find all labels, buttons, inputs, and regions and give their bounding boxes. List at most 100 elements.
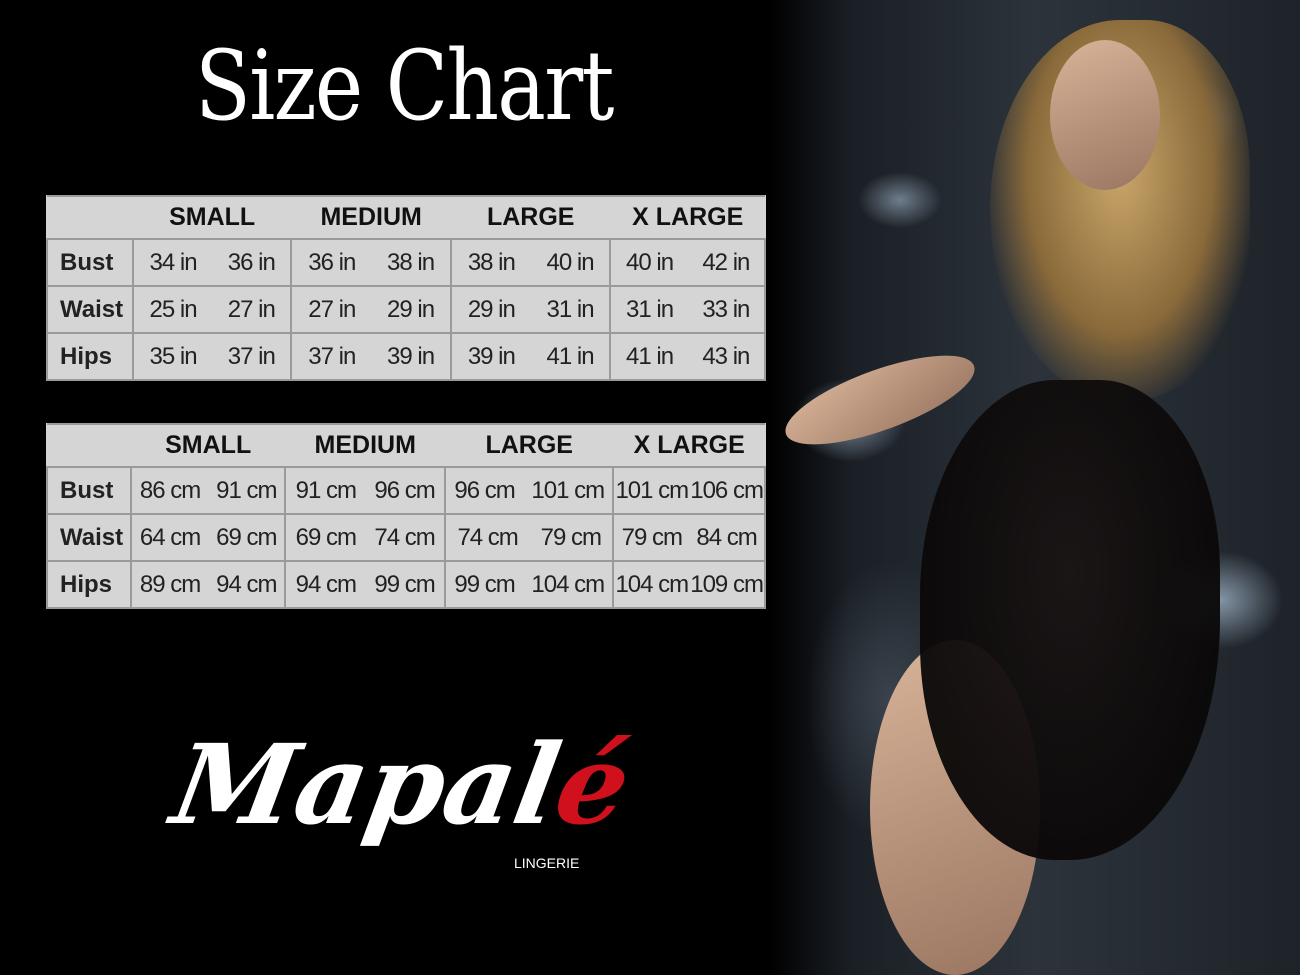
max-value: 94 cm — [216, 570, 277, 598]
size-header: X LARGE — [613, 423, 765, 468]
min-value: 37 in — [308, 342, 356, 370]
measure-label: Hips — [46, 560, 132, 609]
size-cell: 29 in 31 in — [449, 285, 612, 334]
table-row: Hips 35 in 37 in 37 in 39 in 39 in 41 in 41 in 4… — [46, 332, 766, 381]
size-cell: 31 in 33 in — [609, 285, 766, 334]
size-cell: 35 in 37 in — [131, 332, 293, 381]
size-cell: 40 in 42 in — [609, 238, 766, 287]
min-value: 41 in — [626, 342, 674, 370]
max-value: 74 cm — [374, 523, 435, 551]
min-value: 74 cm — [457, 523, 518, 551]
size-cell: 74 cm 79 cm — [444, 513, 615, 562]
min-value: 35 in — [149, 342, 198, 370]
size-cell: 86 cm 91 cm — [129, 466, 287, 515]
max-value: 79 cm — [540, 523, 602, 551]
table-row: Bust 86 cm 91 cm 91 cm 96 cm 96 cm 101 cm 101 c… — [46, 466, 766, 515]
min-value: 86 cm — [139, 476, 201, 504]
measure-label: Waist — [46, 513, 132, 562]
max-value: 109 cm — [690, 570, 764, 598]
max-value: 41 in — [546, 342, 595, 370]
max-value: 38 in — [387, 248, 435, 276]
max-value: 29 in — [387, 295, 435, 323]
size-cell: 69 cm 74 cm — [284, 513, 447, 562]
max-value: 33 in — [702, 295, 750, 323]
min-value: 91 cm — [295, 476, 357, 504]
min-value: 89 cm — [139, 570, 201, 598]
table-row: Waist 25 in 27 in 27 in 29 in 29 in 31 in 31 in… — [46, 285, 766, 334]
min-value: 31 in — [626, 295, 674, 323]
size-cell: 89 cm 94 cm — [129, 560, 287, 609]
size-cell: 96 cm 101 cm — [444, 466, 615, 515]
measure-label: Bust — [46, 466, 132, 515]
max-value: 39 in — [387, 342, 435, 370]
brand-subtitle: LINGERIE — [514, 855, 580, 871]
size-header: SMALL — [132, 195, 292, 240]
min-value: 79 cm — [621, 523, 683, 551]
page-title: Size Chart — [195, 30, 614, 142]
size-header: SMALL — [130, 423, 286, 468]
size-cell: 38 in 40 in — [449, 238, 612, 287]
max-value: 104 cm — [531, 570, 605, 598]
size-header-row: SMALL MEDIUM LARGE X LARGE — [47, 195, 765, 240]
min-value: 38 in — [467, 248, 516, 276]
min-value: 104 cm — [615, 570, 689, 598]
size-cell: 36 in 38 in — [290, 238, 452, 287]
size-cell: 41 in 43 in — [609, 332, 766, 381]
min-value: 96 cm — [454, 476, 515, 504]
size-cell: 104 cm 109 cm — [612, 560, 766, 609]
max-value: 43 in — [702, 342, 750, 370]
size-cell: 99 cm 104 cm — [444, 560, 615, 609]
size-cell: 34 in 36 in — [131, 238, 293, 287]
size-cell: 91 cm 96 cm — [284, 466, 447, 515]
min-value: 39 in — [467, 342, 516, 370]
max-value: 69 cm — [216, 523, 277, 551]
measure-label: Waist — [46, 285, 134, 334]
size-header: X LARGE — [610, 195, 765, 240]
min-value: 94 cm — [295, 570, 357, 598]
size-cell: 64 cm 69 cm — [129, 513, 287, 562]
model-face — [1050, 40, 1160, 190]
min-value: 29 in — [467, 295, 516, 323]
size-cell: 27 in 29 in — [290, 285, 452, 334]
size-header: MEDIUM — [285, 423, 446, 468]
max-value: 31 in — [546, 295, 595, 323]
size-table-cm: SMALL MEDIUM LARGE X LARGE Bust 86 cm 91 cm 91 … — [46, 423, 766, 609]
size-header: LARGE — [445, 423, 614, 468]
size-header: LARGE — [450, 195, 611, 240]
max-value: 27 in — [227, 295, 276, 323]
min-value: 34 in — [149, 248, 198, 276]
min-value: 40 in — [626, 248, 674, 276]
table-row: Waist 64 cm 69 cm 69 cm 74 cm 74 cm 79 cm 79 cm… — [46, 513, 766, 562]
size-cell: 101 cm 106 cm — [612, 466, 766, 515]
min-value: 99 cm — [454, 570, 515, 598]
size-cell: 37 in 39 in — [290, 332, 452, 381]
max-value: 84 cm — [696, 523, 757, 551]
min-value: 25 in — [149, 295, 198, 323]
measure-label: Hips — [46, 332, 134, 381]
max-value: 37 in — [227, 342, 276, 370]
table-row: Bust 34 in 36 in 36 in 38 in 38 in 40 in 40 in 4… — [46, 238, 766, 287]
max-value: 42 in — [702, 248, 750, 276]
max-value: 99 cm — [374, 570, 435, 598]
brand-logo: Mapalé — [163, 720, 640, 849]
size-table-inches: SMALL MEDIUM LARGE X LARGE Bust 34 in 36 in 36 … — [46, 195, 766, 381]
table-row: Hips 89 cm 94 cm 94 cm 99 cm 99 cm 104 cm 104 c… — [46, 560, 766, 609]
max-value: 36 in — [227, 248, 276, 276]
max-value: 91 cm — [216, 476, 277, 504]
min-value: 27 in — [308, 295, 356, 323]
max-value: 40 in — [546, 248, 595, 276]
size-cell: 79 cm 84 cm — [612, 513, 766, 562]
size-header: MEDIUM — [291, 195, 451, 240]
size-cell: 39 in 41 in — [449, 332, 612, 381]
size-cell: 94 cm 99 cm — [284, 560, 447, 609]
lace-bodysuit — [920, 380, 1220, 860]
max-value: 101 cm — [531, 476, 605, 504]
min-value: 36 in — [308, 248, 356, 276]
size-header-row: SMALL MEDIUM LARGE X LARGE — [47, 423, 765, 468]
size-cell: 25 in 27 in — [131, 285, 293, 334]
min-value: 64 cm — [139, 523, 201, 551]
measure-label: Bust — [46, 238, 134, 287]
min-value: 101 cm — [615, 476, 689, 504]
min-value: 69 cm — [295, 523, 357, 551]
max-value: 106 cm — [690, 476, 764, 504]
